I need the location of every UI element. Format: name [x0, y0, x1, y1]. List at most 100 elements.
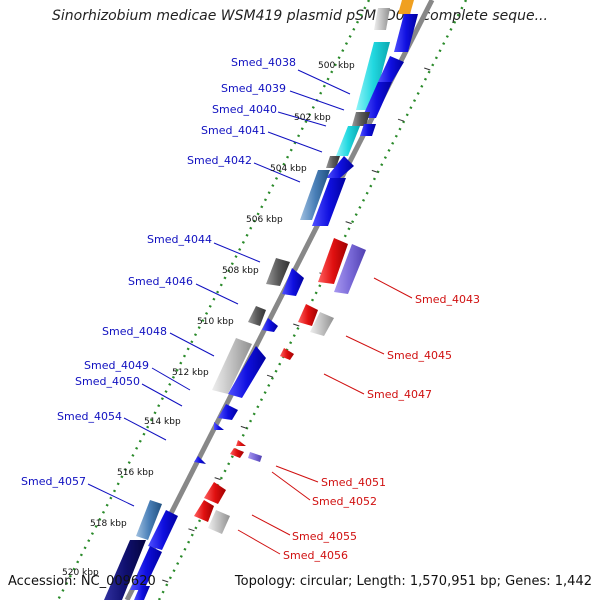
gene-label-reverse[interactable]: Smed_4056: [283, 549, 348, 562]
gene-forward-bottom-b: [134, 586, 150, 600]
leader-4044: [213, 242, 261, 263]
label-leader-lines: [87, 69, 413, 555]
gene-label-reverse[interactable]: Smed_4045: [387, 349, 452, 362]
gene-4046-forward: [262, 318, 278, 332]
gene-4055-reverse-a: [204, 482, 226, 504]
gene-4043-reverse: [318, 238, 348, 284]
leader-4055: [251, 514, 291, 536]
kbp-label: 514 kbp: [144, 417, 181, 427]
leader-4050: [141, 383, 183, 407]
gene-label-forward[interactable]: Smed_4040: [212, 103, 277, 116]
gene-4048-gray: [212, 338, 252, 394]
gene-label-forward[interactable]: Smed_4049: [84, 359, 149, 372]
forward-gene-labels: Smed_4038 Smed_4039 Smed_4040 Smed_4041 …: [21, 56, 296, 488]
gene-forward-top: [394, 14, 418, 52]
gene-4055-reverse-b: [194, 500, 214, 522]
gene-4050-forward: [218, 404, 238, 420]
gene-4052-purple: [248, 452, 262, 462]
gene-features: [104, 0, 418, 600]
gene-4057-steel: [136, 500, 162, 540]
tick-mark: [162, 579, 169, 583]
gene-4054-forward: [214, 422, 224, 430]
gene-4045-reverse: [298, 304, 318, 326]
gene-label-reverse[interactable]: Smed_4052: [312, 495, 377, 508]
gene-4048-forward: [228, 346, 266, 398]
gene-4045-gray: [310, 312, 334, 336]
leader-4057: [87, 483, 135, 507]
kbp-label: 500 kbp: [318, 61, 355, 71]
gene-gray-top: [374, 8, 390, 30]
gc-dot-track-inner: [56, 0, 371, 600]
gene-4041-cyan: [336, 126, 360, 156]
gene-4038-cyan: [356, 42, 390, 110]
kbp-label: 510 kbp: [197, 317, 234, 327]
gene-4042-dark: [326, 156, 340, 168]
gene-label-forward[interactable]: Smed_4046: [128, 275, 193, 288]
gene-4056-gray: [208, 510, 230, 534]
kbp-label: 516 kbp: [117, 468, 154, 478]
gene-forward-bottom-a: [130, 546, 162, 590]
gene-small-forward: [194, 456, 206, 464]
gene-4040-dark: [352, 112, 370, 126]
kbp-label: 506 kbp: [246, 215, 283, 225]
tick-mark: [266, 374, 274, 378]
gene-4047-reverse: [280, 348, 294, 360]
kbp-label: 504 kbp: [270, 164, 307, 174]
gene-4043-purple: [334, 244, 366, 294]
gene-4042-forward-b: [312, 178, 346, 226]
leader-4038: [297, 69, 351, 95]
gene-label-reverse[interactable]: Smed_4055: [292, 530, 357, 543]
tick-marks: [162, 67, 431, 583]
leader-4046: [195, 283, 239, 305]
gene-orange-top: [398, 0, 414, 14]
gene-4039b-forward: [362, 82, 392, 118]
gene-label-forward[interactable]: Smed_4038: [231, 56, 296, 69]
leader-4051: [275, 465, 319, 483]
gene-label-reverse[interactable]: Smed_4043: [415, 293, 480, 306]
tick-mark: [214, 477, 221, 481]
gene-4039-forward: [378, 56, 404, 82]
leader-4052: [271, 471, 311, 501]
topology-summary: Topology: circular; Length: 1,570,951 bp…: [234, 574, 592, 589]
gene-label-forward[interactable]: Smed_4044: [147, 233, 212, 246]
kbp-scale-labels: 500 kbp 502 kbp 504 kbp 506 kbp 508 kbp …: [62, 61, 355, 578]
leader-4056: [237, 529, 281, 555]
kbp-label: 520 kbp: [62, 568, 99, 578]
gene-4044-forward: [282, 268, 304, 296]
gene-label-forward[interactable]: Smed_4041: [201, 124, 266, 137]
accession-text: Accession: NC_009620: [8, 574, 156, 589]
gene-label-forward[interactable]: Smed_4048: [102, 325, 167, 338]
tick-mark: [371, 169, 378, 173]
gene-label-forward[interactable]: Smed_4057: [21, 475, 86, 488]
gene-label-forward[interactable]: Smed_4042: [187, 154, 252, 167]
gene-4041-forward: [360, 124, 376, 136]
tick-mark: [345, 221, 352, 225]
gene-4044-dark: [266, 258, 290, 286]
gene-4042-forward-a: [326, 156, 354, 178]
leader-4040: [277, 111, 327, 127]
gene-label-reverse[interactable]: Smed_4051: [321, 476, 386, 489]
gene-4042-steel: [300, 170, 330, 220]
tick-mark: [293, 323, 300, 327]
leader-4039: [289, 90, 345, 111]
leader-4054: [123, 417, 167, 441]
leader-4043: [373, 277, 413, 299]
gene-4051-reverse-a: [236, 440, 246, 446]
tick-mark: [188, 528, 195, 532]
gene-label-forward[interactable]: Smed_4054: [57, 410, 122, 423]
leader-4049: [151, 367, 191, 391]
gene-navy-bottom: [104, 540, 146, 600]
gene-label-forward[interactable]: Smed_4050: [75, 375, 140, 388]
reverse-gene-labels: Smed_4043 Smed_4045 Smed_4047 Smed_4051 …: [283, 293, 480, 562]
leader-4045: [345, 335, 385, 355]
gene-label-forward[interactable]: Smed_4039: [221, 82, 286, 95]
kbp-label: 508 kbp: [222, 266, 259, 276]
leader-4048: [169, 332, 215, 357]
tick-mark: [424, 67, 431, 71]
gene-4051-reverse-b: [230, 448, 244, 458]
leader-4042: [253, 162, 301, 183]
gene-label-reverse[interactable]: Smed_4047: [367, 388, 432, 401]
tick-mark: [397, 118, 405, 122]
